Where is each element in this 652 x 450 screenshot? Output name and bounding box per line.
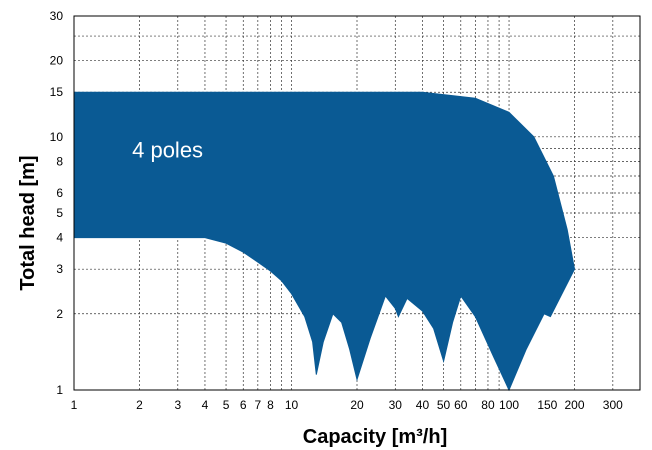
y-tick-label: 10 bbox=[50, 130, 64, 144]
x-tick-label: 1 bbox=[71, 398, 78, 412]
y-tick-label: 30 bbox=[50, 9, 64, 23]
x-tick-label: 100 bbox=[499, 398, 519, 412]
y-tick-label: 6 bbox=[56, 186, 63, 200]
y-tick-label: 1 bbox=[56, 383, 63, 397]
y-tick-label: 2 bbox=[56, 307, 63, 321]
y-tick-label: 5 bbox=[56, 206, 63, 220]
x-tick-label: 8 bbox=[267, 398, 274, 412]
region-label: 4 poles bbox=[132, 137, 203, 162]
x-tick-label: 4 bbox=[202, 398, 209, 412]
y-axis-title: Total head [m] bbox=[17, 155, 39, 290]
x-tick-label: 40 bbox=[416, 398, 430, 412]
plot-border bbox=[73, 15, 641, 391]
x-tick-label: 10 bbox=[285, 398, 299, 412]
x-tick-label: 50 bbox=[437, 398, 451, 412]
x-tick-label: 20 bbox=[350, 398, 364, 412]
x-tick-label: 3 bbox=[174, 398, 181, 412]
x-tick-label: 5 bbox=[223, 398, 230, 412]
x-tick-label: 6 bbox=[240, 398, 247, 412]
y-tick-label: 8 bbox=[56, 154, 63, 168]
y-tick-label: 3 bbox=[56, 262, 63, 276]
x-tick-label: 200 bbox=[565, 398, 585, 412]
x-tick-label: 30 bbox=[389, 398, 403, 412]
x-tick-label: 60 bbox=[454, 398, 468, 412]
y-tick-label: 4 bbox=[56, 231, 63, 245]
y-tick-label: 15 bbox=[50, 85, 64, 99]
x-axis-title: Capacity [m³/h] bbox=[303, 426, 447, 448]
x-tick-label: 300 bbox=[603, 398, 623, 412]
x-tick-label: 150 bbox=[537, 398, 557, 412]
x-tick-label: 80 bbox=[481, 398, 495, 412]
operating-range-region bbox=[73, 91, 576, 392]
x-tick-labels: 1 2 3 4 5 6 7 8 10 20 30 40 50 60 80 100 150 200 300 bbox=[71, 398, 623, 412]
x-tick-label: 7 bbox=[254, 398, 261, 412]
region-layer bbox=[73, 91, 576, 392]
y-tick-labels: 1 2 3 4 5 6 8 10 15 20 30 bbox=[50, 9, 64, 397]
x-tick-label: 2 bbox=[136, 398, 143, 412]
y-tick-label: 20 bbox=[50, 54, 64, 68]
plot-frame bbox=[73, 15, 641, 391]
